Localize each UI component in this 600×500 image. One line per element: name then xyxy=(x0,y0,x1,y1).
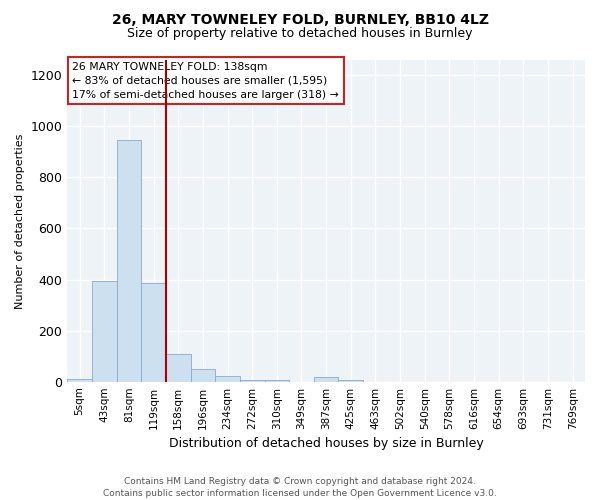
Text: 26 MARY TOWNELEY FOLD: 138sqm
← 83% of detached houses are smaller (1,595)
17% o: 26 MARY TOWNELEY FOLD: 138sqm ← 83% of d… xyxy=(73,62,339,100)
Text: Contains HM Land Registry data © Crown copyright and database right 2024.
Contai: Contains HM Land Registry data © Crown c… xyxy=(103,476,497,498)
Bar xyxy=(67,379,92,382)
Bar xyxy=(92,282,116,382)
Bar xyxy=(314,376,338,382)
Bar xyxy=(265,380,289,382)
Bar xyxy=(166,354,191,382)
Text: Size of property relative to detached houses in Burnley: Size of property relative to detached ho… xyxy=(127,28,473,40)
Text: 26, MARY TOWNELEY FOLD, BURNLEY, BB10 4LZ: 26, MARY TOWNELEY FOLD, BURNLEY, BB10 4L… xyxy=(112,12,488,26)
Bar xyxy=(215,376,240,382)
X-axis label: Distribution of detached houses by size in Burnley: Distribution of detached houses by size … xyxy=(169,437,484,450)
Bar xyxy=(116,140,141,382)
Bar xyxy=(191,369,215,382)
Y-axis label: Number of detached properties: Number of detached properties xyxy=(15,133,25,308)
Bar xyxy=(141,284,166,382)
Bar xyxy=(240,380,265,382)
Bar xyxy=(338,380,363,382)
